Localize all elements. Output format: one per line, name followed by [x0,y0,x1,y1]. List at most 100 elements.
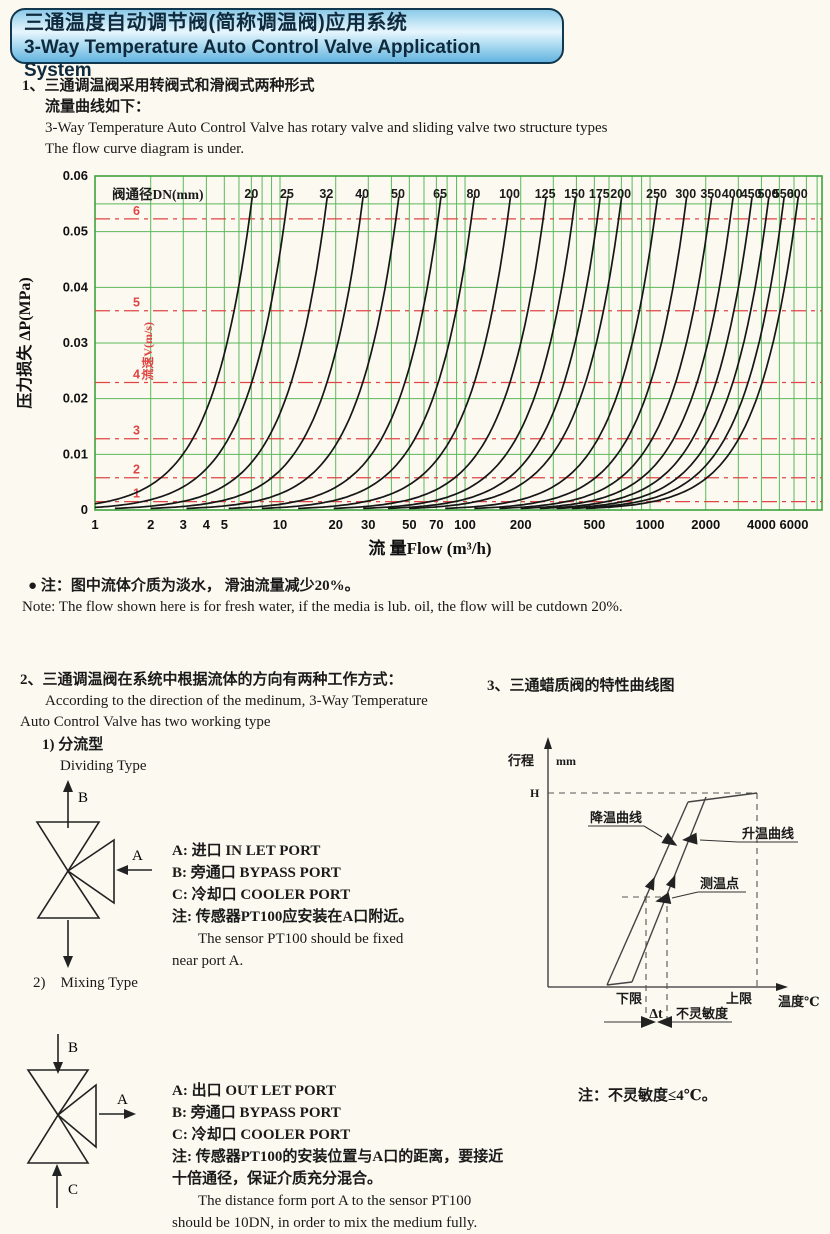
arrow-left-icon [116,865,128,875]
mixing-label-note2: 十倍通径，保证介质充分混合。 [172,1171,383,1187]
delta-t-label: Δt [649,1007,663,1022]
arrow-right-icon [124,1109,136,1119]
bullet-icon: ● [28,578,38,594]
lower-limit-label: 下限 [616,991,643,1006]
chart-inner-title: 阀通径DN(mm) [112,186,203,202]
x-tick-labels: 1 2 3 4 5 10 20 30 50 70 100 200 500 1000 2000 4000 6000 [91,517,808,532]
section2-line1: 2、三通调温阀在系统中根据流体的方向有两种工作方式： [20,672,403,688]
dividing-label-c: C: 冷却口 COOLER PORT [172,887,351,903]
travel-unit-label: mm [556,754,576,768]
y-axis-title: 压力损失 ΔP(MPa) [15,277,34,408]
section2-sub1-en: Dividing Type [60,758,147,774]
dividing-label-note: 注: 传感器PT100应安装在A口附近。 [172,909,414,925]
section1-line4: The flow curve diagram is under. [45,141,245,157]
port-b-label: B [68,1040,78,1056]
svg-text:100: 100 [454,517,476,532]
axes [547,747,778,988]
arrow-down-icon [53,1062,63,1074]
chart-border [94,175,823,511]
delta-arrow-left-icon [657,1016,672,1028]
cooling-curve-label: 降温曲线 [590,810,642,825]
dividing-label-en2: near port A. [172,953,244,969]
svg-text:550: 550 [773,187,794,201]
section1-line1: 1、三通调温阀采用转阀式和滑阀式两种形式 [22,78,315,94]
grid-lines [94,176,822,510]
leader-arrow-icon [655,892,672,904]
temperature-axis-label: 温度℃ [778,994,820,1009]
mixing-label-a: A: 出口 OUT LET PORT [172,1083,336,1099]
svg-text:70: 70 [429,517,443,532]
svg-text:30: 30 [361,517,375,532]
mixing-label-note1: 注: 传感器PT100的安装位置与A口的距离，要接近 [172,1149,504,1165]
svg-text:300: 300 [675,187,696,201]
svg-text:5: 5 [221,517,228,532]
svg-text:0.05: 0.05 [63,224,88,239]
svg-text:4000: 4000 [747,517,776,532]
diagram-labels: 行程 mm H 降温曲线 升温曲线 测温点 下限 上限 温度℃ Δt 不灵敏度 [507,753,820,1022]
svg-text:2: 2 [147,517,154,532]
svg-text:2: 2 [133,463,140,477]
section1-text: 1、三通调温阀采用转阀式和滑阀式两种形式 流量曲线如下： 3-Way Tempe… [22,76,607,160]
section1-line2: 流量曲线如下： [45,99,151,115]
travel-axis-label: 行程 [507,753,534,768]
section2-line2: According to the direction of the medinu… [45,693,428,709]
leader-lines [588,825,798,1023]
axis-arrow-up-icon [544,737,552,749]
svg-text:450: 450 [741,187,762,201]
svg-text:125: 125 [535,187,556,201]
dividing-labels: A: 进口 IN LET PORT B: 旁通口 BYPASS PORT C: … [172,840,413,972]
arrow-up-icon [63,780,73,792]
flow-arrows [52,1062,136,1176]
svg-text:3: 3 [180,517,187,532]
characteristic-curve-diagram: 行程 mm H 降温曲线 升温曲线 测温点 下限 上限 温度℃ Δt 不灵敏度 [507,737,820,1028]
svg-text:10: 10 [273,517,287,532]
section1-line3: 3-Way Temperature Auto Control Valve has… [45,120,608,136]
svg-text:65: 65 [433,187,447,201]
y-tick-labels: 0 0.01 0.02 0.03 0.04 0.05 0.06 [63,168,89,517]
svg-text:1: 1 [133,487,140,501]
svg-text:5: 5 [133,296,140,310]
h-label: H [530,786,540,800]
section2-text: 2、三通调温阀在系统中根据流体的方向有两种工作方式： According to … [20,670,428,777]
svg-text:4: 4 [203,517,211,532]
direction-arrows [644,874,676,891]
port-c-label: C [68,1182,78,1198]
svg-text:150: 150 [564,187,585,201]
svg-text:40: 40 [355,187,369,201]
svg-text:0.01: 0.01 [63,446,88,461]
title-banner: 三通温度自动调节阀(简称调温阀)应用系统 3-Way Temperature A… [10,8,564,81]
svg-text:200: 200 [610,187,631,201]
dividing-label-en1: The sensor PT100 should be fixed [198,931,404,947]
mixing-label-en1: The distance form port A to the sensor P… [198,1193,472,1209]
up-slope-arrow-icon [644,876,655,891]
delta-arrow-right-icon [641,1016,656,1028]
dn-labels: 20 25 32 40 50 65 80 100 125 150 175 200 250 300 350 40… [244,187,807,201]
svg-text:200: 200 [510,517,532,532]
hysteresis-band [606,792,758,986]
svg-text:0.06: 0.06 [63,168,88,183]
svg-text:0.04: 0.04 [63,279,89,294]
svg-text:250: 250 [646,187,667,201]
port-a-label: A [117,1092,128,1108]
chart-note-zh: 注：图中流体介质为淡水， 滑油流量减少20%。 [40,578,360,594]
dashed-lines [548,792,758,1026]
section3-note: 注：不灵敏度≤4℃。 [578,1088,717,1104]
measure-point-label: 测温点 [700,876,739,891]
svg-text:500: 500 [758,187,779,201]
svg-text:175: 175 [589,187,610,201]
valve-symbol [35,790,152,958]
svg-text:50: 50 [402,517,416,532]
chart-note-en: Note: The flow shown here is for fresh w… [22,599,623,615]
svg-text:32: 32 [319,187,333,201]
leader-arrow-icon [682,832,698,845]
flow-arrows [63,780,128,968]
mixing-label-b: B: 旁通口 BYPASS PORT [172,1105,341,1121]
svg-text:20: 20 [244,187,258,201]
mixing-label-en2: should be 10DN, in order to mix the medi… [172,1215,478,1231]
leader-arrowheads [641,832,698,1028]
upper-limit-label: 上限 [726,991,753,1006]
leader-arrow-icon [661,832,678,846]
svg-text:0: 0 [81,502,88,517]
svg-text:2000: 2000 [691,517,720,532]
